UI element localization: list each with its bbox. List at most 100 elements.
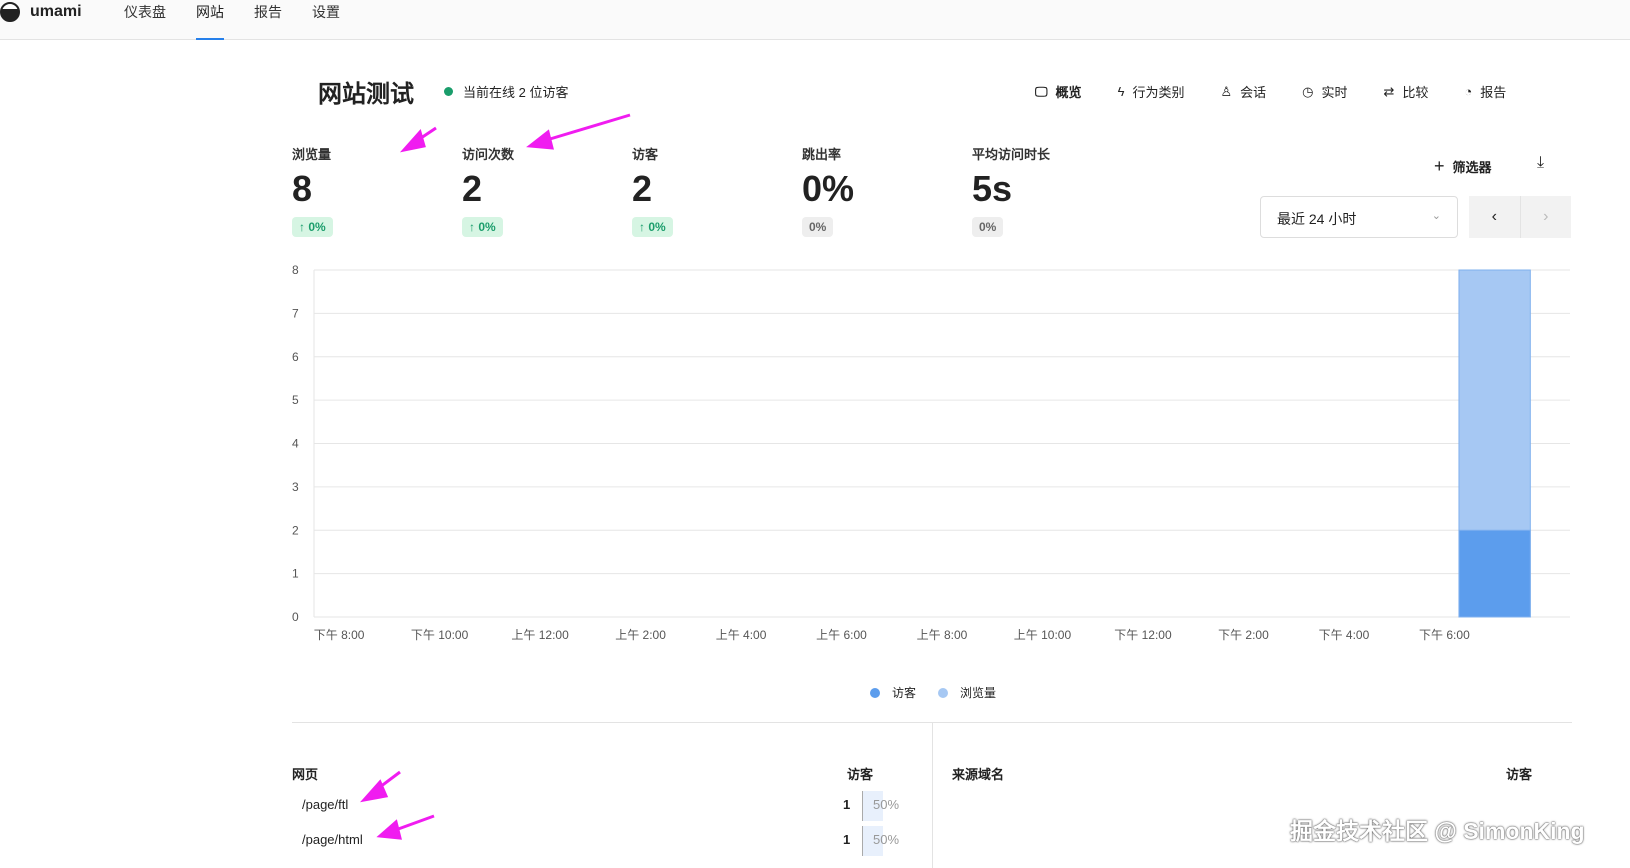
x-tick-label: 下午 2:00 xyxy=(1218,628,1269,642)
x-tick-label: 下午 6:00 xyxy=(1419,628,1470,642)
tab-reports[interactable]: ◔ 报告 xyxy=(1464,82,1506,101)
online-status: 当前在线 2 位访客 xyxy=(444,82,568,101)
y-tick-label: 0 xyxy=(292,610,299,624)
date-nav: ‹ › xyxy=(1469,196,1571,238)
lightning-icon: ϟ xyxy=(1117,84,1125,99)
annotation-arrow xyxy=(539,113,631,144)
percent-bar: 50% xyxy=(862,791,902,821)
y-tick-label: 6 xyxy=(292,350,299,364)
chart-legend: 访客 浏览量 xyxy=(870,684,996,701)
tab-label: 行为类别 xyxy=(1132,85,1185,100)
nav-settings[interactable]: 设置 xyxy=(312,4,340,20)
metric-change: 0% xyxy=(972,217,1004,237)
table-row[interactable]: /page/ftl 1 50% xyxy=(302,791,902,821)
metric-pageviews: 浏览量 8 ↑ 0% xyxy=(292,144,333,237)
metric-change: ↑ 0% xyxy=(632,217,673,237)
y-tick-label: 4 xyxy=(292,437,299,451)
percent-bar: 50% xyxy=(862,826,902,856)
bar-访客 xyxy=(1458,529,1531,618)
referrers-header: 来源域名 xyxy=(952,767,1005,782)
nav-reports[interactable]: 报告 xyxy=(254,4,282,20)
x-tick-label: 上午 12:00 xyxy=(511,628,569,642)
y-tick-label: 7 xyxy=(292,306,299,320)
prev-period-button[interactable]: ‹ xyxy=(1469,196,1521,238)
main-nav: 仪表盘 网站 报告 设置 xyxy=(124,0,370,40)
nav-websites[interactable]: 网站 xyxy=(196,0,224,40)
change-value: 0% xyxy=(478,220,496,234)
metric-visitors: 访客 2 ↑ 0% xyxy=(632,144,673,237)
chevron-down-icon: ⌄ xyxy=(1431,210,1441,222)
percent-text: 50% xyxy=(873,797,900,812)
next-period-button[interactable]: › xyxy=(1520,196,1571,238)
visits-chart: 0 1 2 3 4 5 6 7 8 下午 8:00 下午 10:00 上午 12:00 上午 2:00 上… xyxy=(292,263,1570,642)
watermark: 掘金技术社区 @ SimonKing xyxy=(1290,818,1585,844)
online-text: 当前在线 2 位访客 xyxy=(463,85,569,100)
download-icon[interactable]: ⤓ xyxy=(1537,154,1545,171)
tab-realtime[interactable]: ◷ 实时 xyxy=(1302,82,1347,101)
page-title: 网站测试 xyxy=(318,81,414,108)
metric-change: ↑ 0% xyxy=(292,217,333,237)
metric-change: 0% xyxy=(802,217,834,237)
y-tick-label: 2 xyxy=(292,523,299,537)
legend-label: 访客 xyxy=(892,686,917,700)
page-path[interactable]: /page/ftl xyxy=(302,797,349,812)
percent-text: 50% xyxy=(873,832,900,847)
clock-icon: ◷ xyxy=(1302,83,1314,99)
table-row[interactable]: /page/html 1 50% xyxy=(302,826,902,856)
monitor-icon: 🖵 xyxy=(1035,83,1048,99)
tab-label: 比较 xyxy=(1402,85,1429,100)
metric-label: 跳出率 xyxy=(802,147,842,162)
plus-icon: + xyxy=(1434,156,1445,176)
tab-sessions[interactable]: ♙ 会话 xyxy=(1220,82,1266,101)
page-count: 1 xyxy=(843,832,851,847)
metric-value: 0% xyxy=(802,168,855,209)
metric-visits: 访问次数 2 ↑ 0% xyxy=(462,144,514,237)
umami-logo-icon xyxy=(0,2,20,22)
metric-value: 2 xyxy=(632,168,653,209)
user-icon: ♙ xyxy=(1220,83,1233,99)
tab-label: 概览 xyxy=(1055,85,1082,100)
metric-change: ↑ 0% xyxy=(462,217,503,237)
metric-value: 2 xyxy=(462,168,483,209)
tab-compare[interactable]: ⇄ 比较 xyxy=(1384,82,1429,101)
legend-item-visitors[interactable]: 访客 xyxy=(870,684,916,701)
pages-metric-header: 访客 xyxy=(847,767,874,782)
y-tick-label: 3 xyxy=(292,480,299,494)
tab-label: 报告 xyxy=(1480,85,1507,100)
filter-label: 筛选器 xyxy=(1452,160,1492,175)
x-tick-label: 上午 8:00 xyxy=(917,628,968,642)
tab-label: 实时 xyxy=(1321,85,1348,100)
metric-label: 浏览量 xyxy=(292,147,332,162)
online-dot-icon xyxy=(444,87,453,96)
legend-item-pageviews[interactable]: 浏览量 xyxy=(938,684,996,701)
x-tick-label: 上午 4:00 xyxy=(716,628,767,642)
x-tick-label: 下午 12:00 xyxy=(1114,628,1172,642)
y-tick-label: 8 xyxy=(292,263,299,277)
app-name: umami xyxy=(30,3,82,20)
logo[interactable]: umami xyxy=(0,2,82,22)
referrers-metric-header: 访客 xyxy=(1506,767,1533,782)
date-range-value: 最近 24 小时 xyxy=(1277,211,1357,227)
tab-label: 会话 xyxy=(1240,85,1267,100)
metric-bounce-rate: 跳出率 0% 0% xyxy=(802,144,854,237)
legend-label: 浏览量 xyxy=(960,686,997,700)
pages-header: 网页 xyxy=(292,767,319,782)
x-tick-label: 下午 4:00 xyxy=(1319,628,1370,642)
metric-value: 5s xyxy=(972,168,1013,209)
x-tick-label: 上午 2:00 xyxy=(615,628,666,642)
pie-icon: ◔ xyxy=(1464,84,1473,99)
metric-label: 平均访问时长 xyxy=(972,147,1051,162)
tab-events[interactable]: ϟ 行为类别 xyxy=(1118,82,1185,101)
top-bar: umami 仪表盘 网站 报告 设置 xyxy=(0,0,1630,40)
nav-dashboard[interactable]: 仪表盘 xyxy=(124,4,166,20)
change-value: 0% xyxy=(648,220,666,234)
page-count: 1 xyxy=(843,797,851,812)
page-path[interactable]: /page/html xyxy=(302,832,363,847)
x-tick-label: 下午 8:00 xyxy=(314,628,365,642)
tab-overview[interactable]: 🖵 概览 xyxy=(1035,82,1082,101)
add-filter-button[interactable]: + 筛选器 xyxy=(1434,156,1492,177)
metric-label: 访问次数 xyxy=(462,147,515,162)
date-range-select[interactable]: 最近 24 小时 ⌄ xyxy=(1260,196,1458,238)
legend-dot-icon xyxy=(938,688,949,698)
